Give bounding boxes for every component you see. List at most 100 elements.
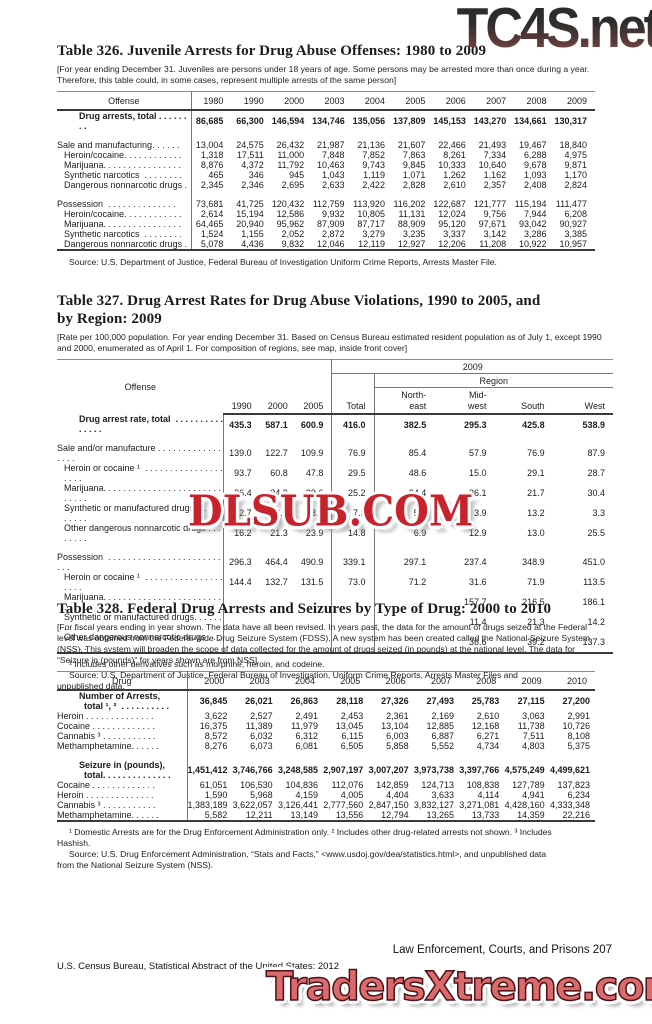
data-cell: 4,372 [241, 160, 264, 170]
data-cell: 10,805 [357, 209, 385, 219]
data-cell: 3,235 [402, 229, 426, 239]
data-cell: 12,119 [358, 239, 385, 249]
row-label: Cocaine . . . . . . . . . . . . . [57, 780, 156, 790]
data-cell: 13,149 [290, 810, 318, 820]
data-cell: 28.7 [587, 468, 605, 478]
data-cell: 4,436 [241, 239, 264, 249]
table-row: Synthetic narcotics . . . . . . . . 1,524… [57, 229, 595, 239]
data-cell: 16,375 [186, 721, 233, 731]
data-cell: 97,671 [478, 219, 507, 229]
table-row: Methamphetamine. . . . . . 5,582 12,211 13,… [57, 810, 595, 821]
row-label: Synthetic narcotics . . . . . . . . [64, 170, 183, 180]
table-row: Drug arrests, total . . . . . . . . 86,68… [57, 110, 595, 131]
data-cell: 21,987 [317, 140, 345, 150]
data-cell: 2,907,197 [323, 765, 364, 775]
row-label: Marijuana. . . . . . . . . . . . . . . . [64, 160, 182, 170]
column-header: 2006 [368, 671, 414, 691]
data-cell: 2,345 [190, 180, 232, 190]
table-row: Heroin . . . . . . . . . . . . . . 1,590 5… [57, 790, 595, 800]
table-326-section: Table 326. Juvenile Arrests for Drug Abu… [57, 42, 595, 268]
spacer-cell [373, 543, 435, 552]
data-cell: 490.9 [300, 557, 324, 567]
data-cell: 15,194 [236, 209, 264, 219]
data-cell: 48.6 [373, 463, 435, 483]
spacer-cell [433, 131, 473, 140]
data-cell: 120,432 [271, 199, 305, 209]
data-cell: 95,120 [438, 219, 466, 229]
data-cell: 2,847,150 [368, 800, 409, 810]
data-cell [331, 612, 375, 632]
row-label: Heroin/cocaine. . . . . . . . . . . . [64, 150, 182, 160]
spacer-cell [232, 751, 277, 760]
data-cell: 137,809 [392, 116, 426, 126]
spacer-cell [514, 131, 554, 140]
data-cell: 2,169 [431, 711, 454, 721]
data-cell: 36,845 [186, 690, 233, 711]
data-cell: 12,024 [438, 209, 466, 219]
table-row: Heroin . . . . . . . . . . . . . . 3,622 2… [57, 711, 595, 721]
data-cell: 13.0 [527, 528, 545, 538]
column-header: 2005 [295, 387, 332, 415]
data-cell: 47.8 [305, 468, 324, 478]
spacer-cell [514, 190, 554, 199]
column-header: 2000 [186, 671, 233, 691]
data-cell: 216.5 [522, 597, 545, 607]
spacer-cell [272, 190, 312, 199]
data-cell: 1,119 [363, 170, 385, 180]
data-cell: 3,397,766 [459, 765, 500, 775]
column-header: 2000 [259, 387, 296, 415]
data-cell: 4,734 [476, 741, 500, 751]
data-cell: 36.6 [468, 637, 487, 647]
data-cell: 465 [190, 170, 232, 180]
spacer-cell [278, 751, 323, 760]
data-cell: 5.5 [373, 503, 435, 523]
table-327-title: Table 327. Drug Arrest Rates for Drug Ab… [57, 293, 541, 327]
data-cell: 113.5 [583, 577, 605, 587]
table-328-footnote-cont: Hashish. [57, 838, 91, 848]
data-cell: 382.5 [373, 414, 435, 434]
table-row: Marijuana. . . . . . . . . . . . . . . .… [57, 483, 613, 503]
data-cell [331, 632, 375, 653]
table-row: Heroin or cocaine ¹ . . . . . . . . . . … [57, 572, 613, 592]
data-cell: 3,063 [522, 711, 545, 721]
data-cell: 339.1 [331, 552, 375, 572]
data-cell: 3,832,127 [413, 800, 454, 810]
table-326-title: Table 326. Juvenile Arrests for Drug Abu… [57, 43, 487, 59]
data-cell: 12,206 [438, 239, 466, 249]
row-label: Other dangerous nonnarcotic drugs . . . … [64, 632, 224, 652]
data-cell: 66,300 [236, 116, 264, 126]
data-cell: 6,288 [523, 150, 547, 160]
table-row: Possession . . . . . . . . . . . . . . .… [57, 552, 613, 572]
data-cell: 11,792 [277, 160, 305, 170]
data-cell: 127,789 [512, 780, 545, 790]
data-cell: 2,614 [190, 209, 232, 219]
data-cell: 122.7 [265, 448, 288, 458]
data-cell: 435.3 [223, 414, 260, 434]
data-cell: 10,726 [562, 721, 590, 731]
data-cell: 135,056 [352, 116, 386, 126]
table-row: Other dangerous nonnarcotic drugs . . . … [57, 523, 613, 543]
spacer-cell [190, 131, 232, 140]
spacer-cell [223, 434, 260, 443]
data-cell: 4,005 [340, 790, 364, 800]
data-cell: 27,200 [562, 696, 590, 706]
data-cell: 12,586 [276, 209, 305, 219]
row-label: Dangerous nonnarcotic drugs . [64, 180, 188, 190]
data-cell: 4,575,249 [504, 765, 545, 775]
row-label: Heroin or cocaine ¹ . . . . . . . . . . … [64, 572, 223, 592]
data-cell: 26.1 [468, 488, 487, 498]
data-cell: 87,909 [317, 219, 345, 229]
table-328-title: Table 328. Federal Drug Arrests and Seiz… [57, 601, 552, 617]
row-label: Synthetic or manufactured drugs. . . . .… [64, 612, 222, 632]
data-cell: 6,081 [295, 741, 318, 751]
data-cell: 2,453 [340, 711, 364, 721]
data-cell: 186.1 [582, 597, 605, 607]
row-label: Synthetic narcotics . . . . . . . . [64, 229, 183, 239]
table-row: Cannabis ³ . . . . . . . . . . . 8,572 6,0… [57, 731, 595, 741]
data-cell: 121,777 [473, 199, 507, 209]
column-spanner-2009: 2009 [331, 359, 613, 374]
data-cell: 451.0 [582, 557, 605, 567]
spacer-cell [414, 751, 459, 760]
spacer-cell [494, 543, 552, 552]
data-cell: 4,114 [477, 790, 500, 800]
